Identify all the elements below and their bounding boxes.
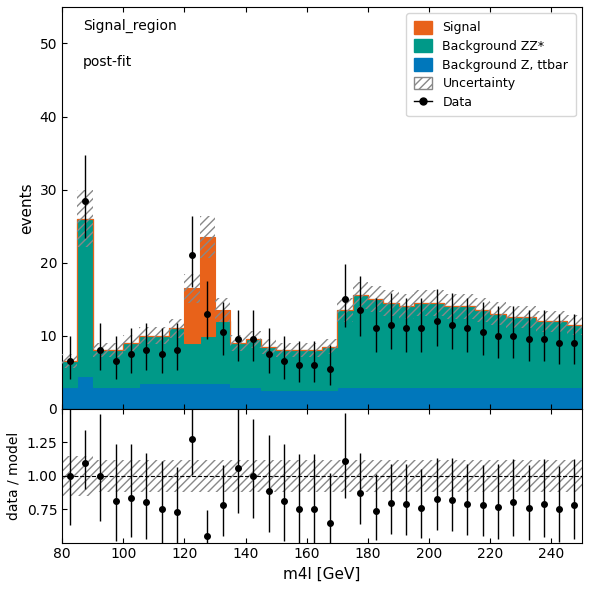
Bar bbox=[123, 459, 138, 492]
Bar bbox=[567, 459, 582, 492]
Y-axis label: events: events bbox=[19, 182, 34, 234]
Bar bbox=[62, 354, 77, 368]
Bar bbox=[567, 315, 582, 335]
Bar bbox=[108, 343, 123, 358]
Bar bbox=[521, 459, 536, 492]
X-axis label: m4l [GeV]: m4l [GeV] bbox=[283, 567, 361, 582]
Bar bbox=[92, 459, 108, 492]
Bar bbox=[123, 335, 138, 351]
Bar bbox=[169, 459, 184, 492]
Bar bbox=[77, 190, 92, 247]
Bar bbox=[460, 294, 475, 319]
Bar bbox=[399, 294, 414, 319]
Bar bbox=[490, 302, 505, 325]
Bar bbox=[276, 459, 292, 492]
Bar bbox=[276, 343, 292, 358]
Bar bbox=[337, 298, 353, 322]
Text: post-fit: post-fit bbox=[83, 55, 132, 69]
Bar bbox=[292, 459, 307, 492]
Bar bbox=[399, 459, 414, 492]
Bar bbox=[215, 459, 230, 492]
Bar bbox=[414, 459, 429, 492]
Bar bbox=[322, 339, 337, 354]
Bar bbox=[536, 459, 551, 492]
Bar bbox=[154, 327, 169, 345]
Bar bbox=[505, 459, 521, 492]
Bar bbox=[383, 459, 399, 492]
Bar bbox=[92, 343, 108, 358]
Bar bbox=[551, 310, 567, 332]
Bar bbox=[429, 459, 445, 492]
Bar bbox=[353, 282, 368, 309]
Bar bbox=[169, 319, 184, 338]
Bar bbox=[429, 290, 445, 316]
Bar bbox=[154, 459, 169, 492]
Bar bbox=[230, 459, 246, 492]
Bar bbox=[184, 274, 200, 303]
Bar bbox=[383, 290, 399, 316]
Bar bbox=[322, 459, 337, 492]
Bar bbox=[460, 459, 475, 492]
Bar bbox=[490, 459, 505, 492]
Bar bbox=[307, 459, 322, 492]
Bar bbox=[215, 298, 230, 322]
Bar bbox=[445, 294, 460, 319]
Bar bbox=[475, 298, 490, 322]
Bar bbox=[368, 459, 383, 492]
Bar bbox=[368, 286, 383, 312]
Bar bbox=[337, 459, 353, 492]
Bar bbox=[108, 459, 123, 492]
Bar bbox=[475, 459, 490, 492]
Bar bbox=[246, 459, 261, 492]
Bar bbox=[200, 459, 215, 492]
Bar bbox=[505, 306, 521, 328]
Bar bbox=[521, 306, 536, 328]
Bar bbox=[307, 343, 322, 358]
Bar bbox=[138, 459, 154, 492]
Bar bbox=[230, 335, 246, 351]
Bar bbox=[138, 327, 154, 345]
Legend: Signal, Background ZZ*, Background Z, ttbar, Uncertainty, Data: Signal, Background ZZ*, Background Z, tt… bbox=[406, 13, 576, 116]
Text: Signal_region: Signal_region bbox=[83, 19, 177, 33]
Bar bbox=[551, 459, 567, 492]
Bar bbox=[261, 459, 276, 492]
Bar bbox=[77, 455, 92, 496]
Bar bbox=[536, 310, 551, 332]
Bar bbox=[353, 459, 368, 492]
Bar bbox=[261, 339, 276, 354]
Y-axis label: data / model: data / model bbox=[7, 432, 21, 520]
Bar bbox=[246, 331, 261, 348]
Bar bbox=[184, 459, 200, 492]
Bar bbox=[414, 290, 429, 316]
Bar bbox=[200, 216, 215, 257]
Bar bbox=[445, 459, 460, 492]
Bar bbox=[62, 455, 77, 496]
Bar bbox=[292, 343, 307, 358]
